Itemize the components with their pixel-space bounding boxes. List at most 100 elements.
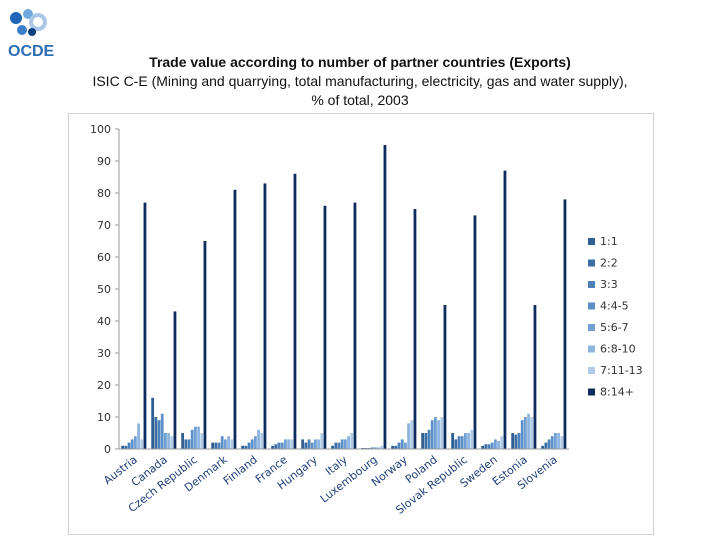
bar-3-2 (184, 439, 188, 449)
bar-1-3 (127, 442, 131, 449)
bar-14-1 (511, 433, 515, 449)
legend-swatch (588, 238, 595, 245)
oecd-logo: OCDE (8, 9, 55, 58)
legend-label: 2:2 (600, 257, 618, 270)
bar-3-7 (200, 433, 204, 449)
legend: 1:1 2:2 3:3 4:4-5 5:6-7 6:8-10 7:11-13 8:14+ (588, 235, 643, 399)
bar-11-3 (427, 429, 431, 449)
bar-8-5 (344, 439, 347, 449)
chart-subtitle: ISIC C-E (Mining and quarrying, total ma… (0, 72, 720, 110)
bar-7-7 (320, 433, 324, 449)
y-tick-label: 20 (97, 379, 111, 392)
bar-14-4 (520, 420, 524, 449)
bar-15-7 (560, 436, 564, 449)
bar-4-7 (230, 439, 234, 449)
bar-9-7 (380, 445, 384, 449)
bar-11-8 (443, 305, 447, 449)
bar-4-2 (214, 442, 218, 449)
subtitle-line-1: ISIC C-E (Mining and quarrying, total ma… (92, 73, 628, 89)
bar-12-3 (457, 436, 461, 449)
y-tick-label: 0 (104, 443, 111, 456)
legend-swatch (588, 259, 595, 267)
bar-5-1 (241, 445, 245, 449)
bar-4-3 (217, 442, 221, 449)
bar-12-7 (470, 429, 474, 449)
bar-15-6 (557, 433, 560, 449)
bar-4-1 (211, 442, 215, 449)
bar-11-7 (440, 417, 444, 449)
legend-swatch (588, 324, 595, 331)
bar-11-1 (421, 433, 425, 449)
bar-7-5 (314, 439, 317, 449)
bar-6-7 (290, 439, 294, 449)
bar-14-5 (524, 417, 527, 449)
logo-dot (28, 28, 36, 36)
legend-label: 1:1 (600, 235, 618, 248)
logo-dot (10, 12, 22, 24)
bar-10-7 (410, 420, 414, 449)
bar-15-8 (563, 199, 567, 449)
bar-3-5 (194, 426, 197, 449)
legend-label: 3:3 (600, 278, 618, 291)
bar-15-3 (547, 439, 551, 449)
bar-7-4 (310, 442, 314, 449)
bar-2-8 (173, 311, 177, 449)
bar-10-5 (404, 442, 407, 449)
bar-3-3 (187, 439, 191, 449)
bar-13-5 (494, 439, 497, 449)
bar-11-6 (437, 420, 440, 449)
bar-12-5 (464, 433, 467, 449)
y-tick-label: 40 (97, 315, 111, 328)
bar-11-2 (424, 433, 428, 449)
bar-2-7 (170, 436, 174, 449)
y-tick-label: 70 (97, 219, 111, 232)
bar-10-3 (397, 442, 401, 449)
bar-10-8 (413, 209, 417, 449)
bar-1-2 (124, 445, 128, 449)
chart-title: Trade value according to number of partn… (149, 54, 571, 70)
bar-8-4 (340, 439, 344, 449)
bar-5-5 (254, 436, 257, 449)
bar-6-6 (287, 439, 290, 449)
bar-11-5 (434, 417, 437, 449)
bar-5-8 (263, 183, 267, 449)
bar-4-6 (227, 436, 230, 449)
chart-frame: 0 10 20 30 40 50 60 70 80 90 100 Austria Canada Czec… (68, 113, 654, 535)
bar-9-6 (377, 447, 380, 449)
bar-7-3 (307, 439, 311, 449)
bar-14-6 (527, 413, 530, 449)
legend-label: 4:4-5 (600, 300, 629, 313)
bar-5-4 (250, 439, 254, 449)
bar-15-5 (554, 433, 557, 449)
bar-8-7 (350, 433, 354, 449)
bar-10-6 (407, 423, 410, 449)
logo-dot-inner (33, 17, 43, 27)
bar-3-4 (190, 429, 194, 449)
bar-9-8 (383, 145, 387, 449)
bar-1-8 (143, 202, 147, 449)
bar-2-2 (154, 417, 158, 449)
bar-6-2 (274, 444, 278, 449)
y-tick-label: 50 (97, 283, 111, 296)
y-tick-label: 30 (97, 347, 111, 360)
bar-2-3 (157, 420, 161, 449)
legend-swatch (588, 302, 595, 310)
bar-8-6 (347, 436, 350, 449)
y-axis: 0 10 20 30 40 50 60 70 80 90 100 (90, 123, 120, 456)
bar-14-2 (514, 434, 518, 449)
bar-13-1 (481, 445, 485, 449)
bar-1-1 (121, 445, 125, 449)
bar-12-4 (460, 436, 464, 449)
legend-label: 8:14+ (600, 386, 634, 399)
bar-6-8 (293, 173, 297, 450)
bar-1-6 (137, 423, 140, 449)
bar-1-7 (140, 439, 144, 449)
bar-12-1 (451, 433, 455, 449)
bar-6-1 (271, 445, 275, 449)
bars (121, 145, 567, 450)
bar-8-1 (331, 445, 335, 449)
y-tick-label: 10 (97, 411, 111, 424)
bar-10-4 (400, 439, 404, 449)
bar-chart: 0 10 20 30 40 50 60 70 80 90 100 AustriaCanadaCzec… (90, 123, 643, 517)
